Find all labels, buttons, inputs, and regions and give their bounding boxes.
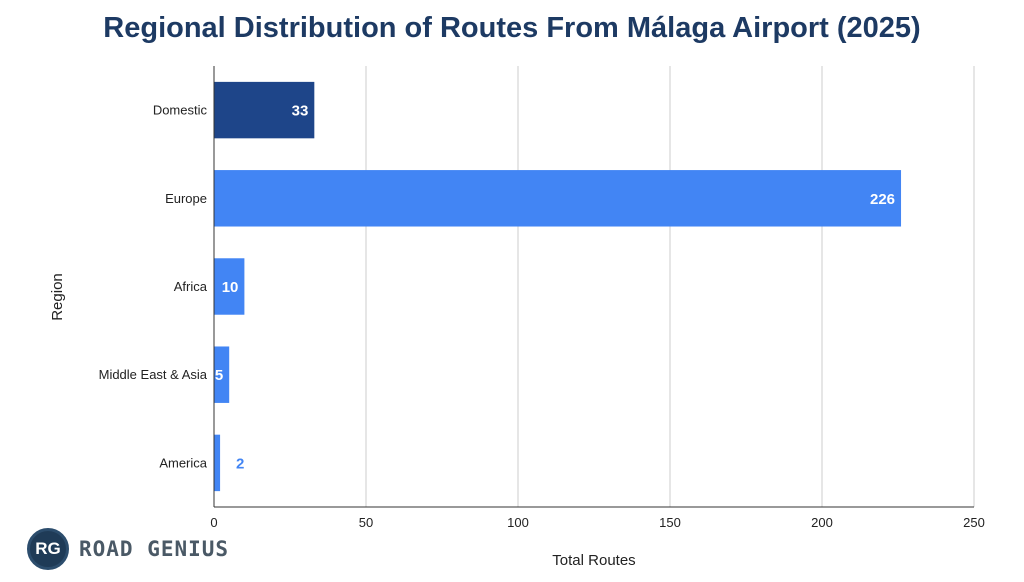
bar	[214, 170, 902, 227]
logo-badge: RG	[27, 528, 69, 570]
category-label: Africa	[174, 279, 208, 294]
category-label: America	[159, 455, 207, 470]
logo-wordmark: ROAD GENIUS	[79, 537, 230, 561]
x-tick-label: 50	[359, 515, 373, 530]
category-label: Middle East & Asia	[99, 367, 208, 382]
bar-value-label: 5	[215, 367, 223, 384]
bar	[214, 434, 221, 492]
bar	[214, 346, 230, 403]
bar-value-label: 2	[236, 455, 244, 472]
road-genius-logo: RG ROAD GENIUS	[27, 528, 229, 570]
category-label: Europe	[165, 191, 207, 206]
x-tick-label: 100	[507, 515, 529, 530]
chart-title: Regional Distribution of Routes From Mál…	[103, 12, 921, 44]
bar	[214, 258, 245, 315]
x-axis-title: Total Routes	[552, 552, 635, 569]
bar	[214, 81, 315, 139]
category-label: Domestic	[153, 103, 208, 118]
x-tick-label: 200	[811, 515, 833, 530]
x-tick-label: 0	[210, 515, 217, 530]
bar-value-label: 226	[870, 191, 895, 208]
bar-value-label: 10	[222, 279, 239, 296]
x-tick-label: 150	[659, 515, 681, 530]
bar-value-label: 33	[292, 103, 309, 120]
y-axis-title: Region	[49, 273, 66, 321]
x-tick-label: 250	[963, 515, 985, 530]
